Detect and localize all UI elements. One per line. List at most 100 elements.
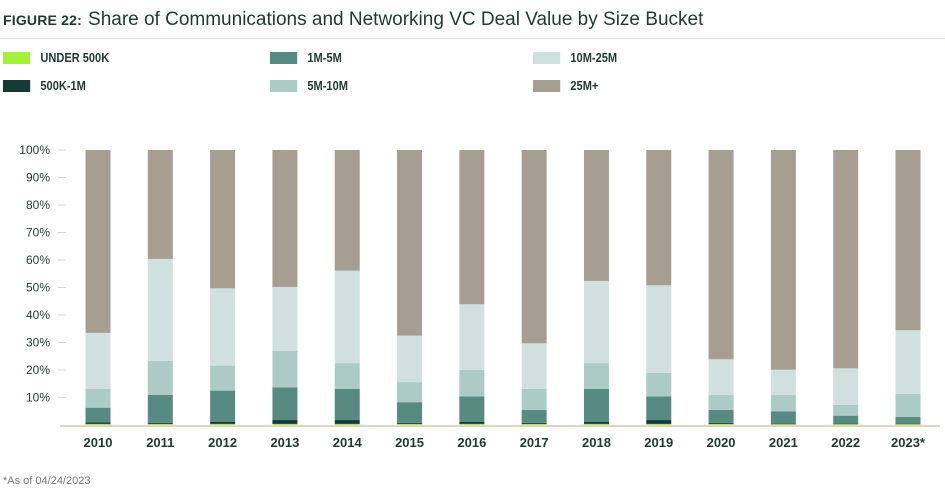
bar-segment-2016-under-500k	[459, 423, 485, 425]
x-tick-label: 2017	[520, 435, 549, 450]
x-tick-label: 2023*	[891, 435, 926, 450]
bar-segment-2016-25m-	[459, 150, 485, 305]
bar-segment-2016-1m-5m	[459, 396, 485, 422]
x-tick-label: 2010	[84, 435, 113, 450]
figure-number: FIGURE 22:	[3, 12, 83, 28]
bar-segment-2013-500k-1m	[272, 420, 298, 424]
x-tick-label: 2015	[395, 435, 424, 450]
y-tick-label: 50%	[26, 281, 50, 295]
y-tick-label: 20%	[26, 363, 50, 377]
bar-segment-2016-500k-1m	[459, 421, 485, 424]
bar-segment-2011-5m-10m	[147, 360, 173, 396]
bar-segment-2017-25m-	[521, 150, 547, 344]
legend-item-5m-10m: 5M-10M	[270, 78, 348, 93]
legend-label: 500K-1M	[40, 78, 86, 93]
bar-segment-2015-5m-10m	[397, 382, 423, 403]
bar-segment-2013-1m-5m	[272, 387, 298, 421]
bar-segment-2013-under-500k	[272, 423, 298, 425]
bar-segment-2022-1m-5m	[833, 415, 859, 424]
bar-segment-2017-1m-5m	[521, 409, 547, 423]
legend-label: 10M-25M	[570, 50, 618, 65]
bar-segment-2015-25m-	[397, 150, 423, 336]
legend-item-1m-5m: 1M-5M	[270, 50, 342, 65]
bar-segment-2011-25m-	[147, 150, 173, 259]
bar-segment-2019-under-500k	[646, 423, 672, 425]
bar-segment-2019-10m-25m	[646, 285, 672, 374]
bar-segment-2012-500k-1m	[210, 421, 236, 424]
chart-title: FIGURE 22: Share of Communications and Ne…	[3, 9, 703, 31]
legend-item-500k-1m: 500K-1M	[3, 78, 86, 93]
bar-segment-2012-25m-	[210, 150, 236, 289]
bar-segment-2018-10m-25m	[583, 280, 609, 364]
bar-segment-2018-1m-5m	[583, 388, 609, 422]
bar-segment-2014-500k-1m	[334, 420, 360, 424]
bar-segment-2020-10m-25m	[708, 359, 734, 396]
legend-swatch	[3, 79, 31, 92]
bar-segment-2013-25m-	[272, 150, 298, 287]
bar-segment-2012-1m-5m	[210, 390, 236, 422]
x-tick-label: 2016	[457, 435, 486, 450]
bar-segment-2022-5m-10m	[833, 404, 859, 416]
legend-item-25m-: 25M+	[533, 78, 598, 93]
bar-segment-2019-500k-1m	[646, 420, 672, 424]
bar-segment-2015-10m-25m	[397, 335, 423, 383]
legend-item-under-500k: UNDER 500K	[3, 50, 109, 65]
title-text: Share of Communications and Networking V…	[88, 9, 704, 30]
bar-segment-2017-10m-25m	[521, 343, 547, 389]
bar-segment-2018-5m-10m	[583, 363, 609, 389]
bar-segment-2022-10m-25m	[833, 368, 859, 405]
bar-segment-2019-25m-	[646, 150, 672, 286]
legend-swatch	[270, 51, 298, 64]
bar-segment-2023-10m-25m	[895, 330, 921, 394]
bar-segment-2020-25m-	[708, 150, 734, 360]
bar-segment-2018-25m-	[583, 150, 609, 281]
bar-segment-2020-5m-10m	[708, 395, 734, 410]
legend-swatch	[3, 51, 31, 64]
bar-segment-2013-10m-25m	[272, 286, 298, 351]
x-tick-label: 2011	[146, 435, 174, 450]
legend-label: 5M-10M	[307, 78, 348, 93]
bar-segment-2017-under-500k	[521, 423, 547, 425]
bar-segment-2023-5m-10m	[895, 393, 921, 418]
bar-segment-2012-5m-10m	[210, 365, 236, 391]
x-tick-label: 2012	[208, 435, 237, 450]
bar-segment-2021-10m-25m	[770, 369, 796, 396]
bar-segment-2023-under-500k	[895, 423, 921, 425]
bar-segment-2018-under-500k	[583, 423, 609, 425]
bar-segment-2013-5m-10m	[272, 350, 298, 388]
bar-segment-2020-under-500k	[708, 423, 734, 425]
bar-segment-2021-1m-5m	[770, 411, 796, 424]
bar-segment-2010-500k-1m	[85, 422, 111, 424]
bar-segment-2020-1m-5m	[708, 409, 734, 423]
y-tick-label: 10%	[26, 391, 50, 405]
bar-segment-2021-under-500k	[770, 423, 796, 425]
x-tick-label: 2019	[644, 435, 673, 450]
bar-segment-2021-25m-	[770, 150, 796, 370]
bar-segment-2019-1m-5m	[646, 396, 672, 421]
bar-segment-2022-500k-1m	[833, 423, 859, 425]
legend-swatch	[270, 79, 298, 92]
bar-segment-2010-5m-10m	[85, 388, 111, 408]
legend-label: 25M+	[570, 78, 599, 93]
bar-segment-2014-under-500k	[334, 423, 360, 425]
bar-segment-2010-25m-	[85, 150, 111, 333]
bar-segment-2011-under-500k	[147, 423, 173, 425]
bar-segment-2015-under-500k	[397, 423, 423, 425]
legend-label: 1M-5M	[307, 50, 342, 65]
y-tick-label: 70%	[26, 226, 50, 240]
bar-segment-2015-1m-5m	[397, 402, 423, 423]
y-tick-label: 100%	[19, 143, 50, 157]
x-tick-label: 2022	[831, 435, 860, 450]
bar-segment-2010-10m-25m	[85, 332, 111, 389]
y-tick-label: 30%	[26, 336, 50, 350]
bar-segment-2018-500k-1m	[583, 421, 609, 424]
x-tick-label: 2013	[270, 435, 299, 450]
legend-item-10m-25m: 10M-25M	[533, 50, 617, 65]
bar-segment-2017-500k-1m	[521, 422, 547, 424]
bar-segment-2012-under-500k	[210, 423, 236, 425]
x-tick-label: 2020	[707, 435, 736, 450]
bar-segment-2022-25m-	[833, 150, 859, 369]
bar-segment-2023-500k-1m	[895, 423, 921, 425]
bar-segment-2010-1m-5m	[85, 407, 111, 423]
